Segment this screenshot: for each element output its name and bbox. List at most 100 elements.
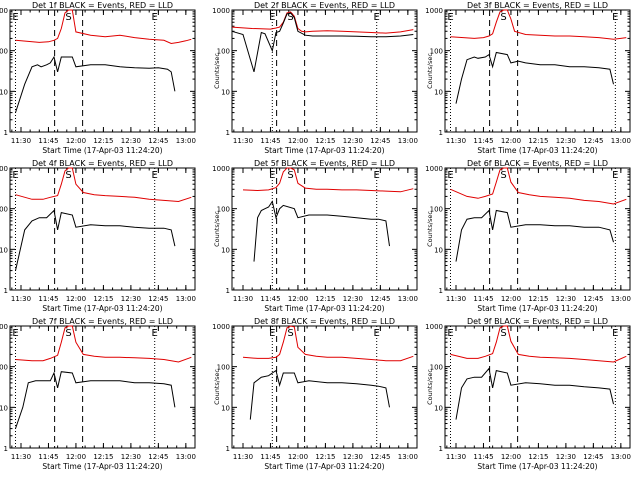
panel-title: Det 2f BLACK = Events, RED = LLD: [254, 1, 395, 10]
marker-label-e: E: [12, 170, 18, 181]
plot-frame: [444, 325, 631, 449]
x-tick-label: 11:45: [260, 453, 280, 461]
marker-label-s: S: [65, 12, 71, 23]
x-tick-label: 12:30: [121, 453, 141, 461]
plot-frame: [9, 325, 196, 449]
marker-label-s: S: [65, 328, 71, 339]
plot-frame: [231, 325, 418, 449]
series-lld-line: [242, 325, 414, 362]
plot-frame: [444, 167, 631, 291]
x-tick-label: 12:30: [556, 137, 576, 145]
panel-8: Det 8f BLACK = Events, RED = LLD 1 10 100 10…: [212, 317, 418, 471]
x-tick-label: 13:00: [176, 137, 196, 145]
x-tick-label: 12:45: [370, 137, 390, 145]
y-tick-label: 10: [0, 246, 8, 254]
y-tick-label: 1: [4, 129, 8, 137]
x-tick-label: 13:00: [611, 453, 631, 461]
y-axis-label: Counts/sec: [426, 53, 434, 89]
marker-label-e: E: [12, 12, 18, 23]
x-tick-label: 13:00: [176, 453, 196, 461]
y-tick-label: 1000: [425, 323, 443, 331]
x-tick-label: 12:00: [501, 295, 521, 303]
series-events-line: [253, 200, 390, 262]
x-tick-label: 11:30: [446, 295, 466, 303]
y-tick-label: 10: [0, 404, 8, 412]
x-tick-label: 12:00: [288, 453, 308, 461]
panel-title: Det 3f BLACK = Events, RED = LLD: [467, 1, 608, 10]
x-tick-label: 11:45: [260, 137, 280, 145]
x-tick-label: 11:30: [446, 453, 466, 461]
series-lld-line: [15, 9, 192, 45]
panel-6: Det 6f BLACK = Events, RED = LLD 1 10 100 10…: [425, 159, 631, 313]
x-tick-label: 12:30: [556, 295, 576, 303]
x-tick-label: 12:15: [93, 137, 113, 145]
series-events-line: [455, 367, 614, 420]
y-tick-label: 10: [434, 246, 443, 254]
series-events-line: [15, 55, 176, 113]
marker-label-s: S: [500, 170, 506, 181]
x-axis-label: Start Time (17-Apr-03 11:24:20): [264, 304, 384, 313]
series-events-line: [231, 12, 414, 73]
y-tick-label: 1000: [425, 7, 443, 15]
panel-title: Det 6f BLACK = Events, RED = LLD: [467, 159, 608, 168]
panel-9: Det 9f BLACK = Events, RED = LLD 1 10 100 10…: [425, 317, 631, 471]
series-events-line: [15, 371, 176, 429]
x-tick-label: 12:15: [93, 453, 113, 461]
marker-label-s: S: [500, 12, 506, 23]
marker-label-e: E: [269, 12, 275, 23]
plot-frame: [444, 9, 631, 133]
series-lld-line: [450, 167, 627, 205]
x-tick-label: 11:45: [260, 295, 280, 303]
x-axis-label: Start Time (17-Apr-03 11:24:20): [477, 146, 597, 155]
x-tick-label: 13:00: [611, 137, 631, 145]
series-lld-line: [450, 325, 627, 363]
x-tick-label: 11:45: [38, 295, 58, 303]
x-tick-label: 11:30: [11, 295, 31, 303]
panel-1: Det 1f BLACK = Events, RED = LLD 1 10 100 10…: [0, 1, 196, 155]
x-tick-label: 12:45: [148, 453, 168, 461]
y-tick-label: 10: [434, 88, 443, 96]
y-tick-label: 100: [0, 48, 8, 56]
y-tick-label: 10: [221, 246, 230, 254]
y-tick-label: 1: [226, 129, 230, 137]
x-tick-label: 12:45: [370, 295, 390, 303]
y-tick-label: 1000: [0, 7, 8, 15]
x-tick-label: 11:45: [473, 295, 493, 303]
y-tick-label: 1000: [0, 165, 8, 173]
x-tick-label: 13:00: [398, 137, 418, 145]
y-axis-label: Counts/sec: [213, 369, 221, 405]
x-tick-label: 12:45: [583, 295, 603, 303]
x-tick-label: 12:00: [288, 137, 308, 145]
x-tick-label: 12:15: [315, 137, 335, 145]
x-tick-label: 13:00: [611, 295, 631, 303]
y-tick-label: 1000: [425, 165, 443, 173]
x-axis-label: Start Time (17-Apr-03 11:24:20): [42, 146, 162, 155]
x-tick-label: 12:00: [501, 137, 521, 145]
y-tick-label: 100: [430, 364, 443, 372]
series-lld-line: [450, 9, 627, 40]
y-tick-label: 1000: [212, 7, 230, 15]
series-lld-line: [242, 167, 414, 193]
x-axis-label: Start Time (17-Apr-03 11:24:20): [264, 462, 384, 471]
x-tick-label: 12:30: [343, 137, 363, 145]
plot-frame: [9, 167, 196, 291]
x-axis-label: Start Time (17-Apr-03 11:24:20): [42, 462, 162, 471]
marker-label-e: E: [612, 328, 618, 339]
x-tick-label: 13:00: [398, 295, 418, 303]
y-tick-label: 10: [0, 88, 8, 96]
marker-label-s: S: [287, 328, 293, 339]
y-tick-label: 1: [226, 445, 230, 453]
series-events-line: [455, 51, 614, 104]
panel-title: Det 4f BLACK = Events, RED = LLD: [32, 159, 173, 168]
marker-label-e: E: [374, 12, 380, 23]
marker-label-e: E: [152, 12, 158, 23]
y-tick-label: 100: [217, 206, 230, 214]
marker-label-e: E: [447, 328, 453, 339]
x-tick-label: 12:30: [556, 453, 576, 461]
marker-label-e: E: [447, 170, 453, 181]
marker-label-s: S: [287, 12, 293, 23]
x-tick-label: 11:45: [38, 137, 58, 145]
x-tick-label: 12:30: [343, 295, 363, 303]
y-axis-label: Counts/sec: [426, 369, 434, 405]
x-tick-label: 11:30: [446, 137, 466, 145]
